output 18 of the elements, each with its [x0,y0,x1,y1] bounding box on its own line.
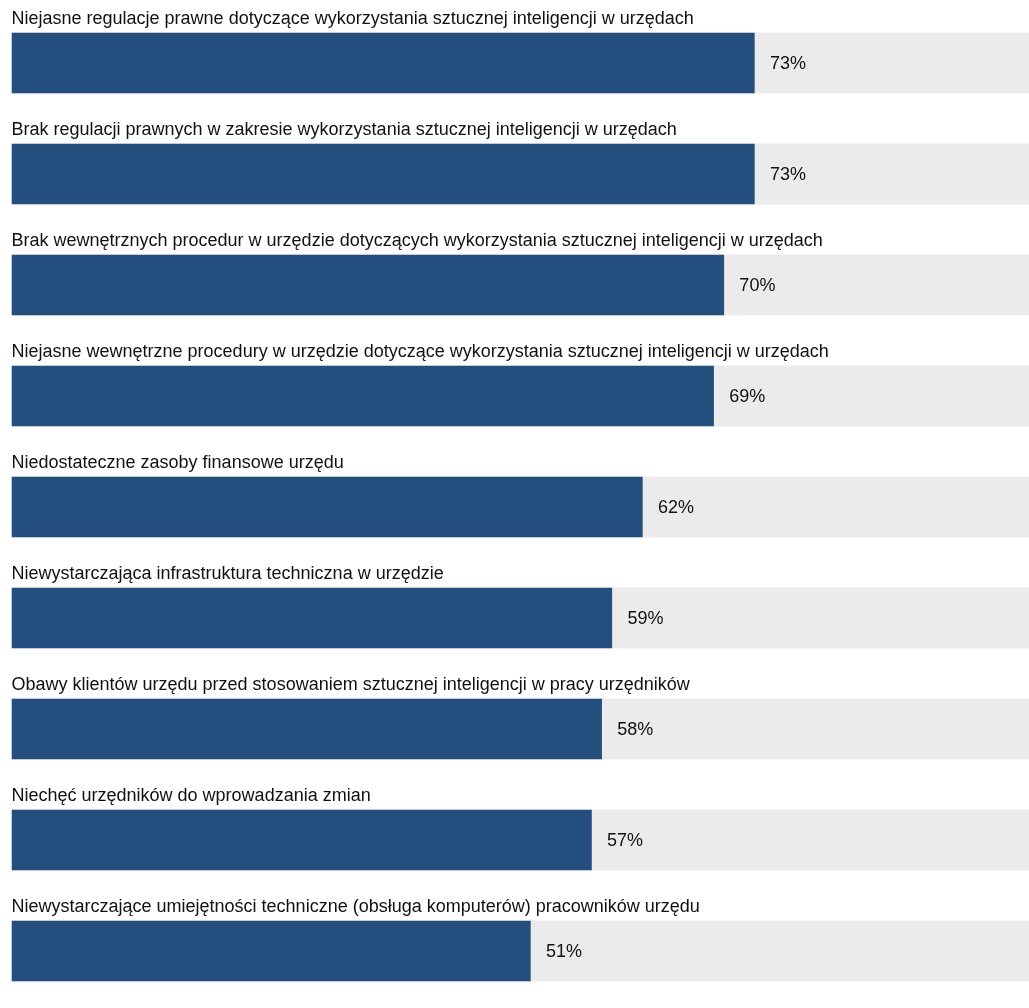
data-label: 70% [739,275,776,295]
data-label: 73% [769,53,806,73]
y-tick-label: Niejasne wewnętrzne procedury w urzędzie dotyczące wykorzystania sztucznej inteligencji w urzędach [11,340,829,361]
data-label: 69% [729,386,766,406]
y-tick-label: Niechęć urzędników do wprowadzania zmian [11,784,371,805]
y-tick-label: Brak regulacji prawnych w zakresie wykorzystania sztucznej inteligencji w urzędach [11,118,677,139]
data-label: 59% [627,608,664,628]
y-tick-label: Niejasne regulacje prawne dotyczące wykorzystania sztucznej inteligencji w urzędach [11,7,694,28]
data-label: 73% [769,164,806,184]
y-tick-label: Niewystarczająca infrastruktura techniczna w urzędzie [11,562,444,583]
data-label: 51% [545,941,582,961]
y-tick-label: Niedostateczne zasoby finansowe urzędu [11,451,344,472]
y-tick-label: Niewystarczające umiejętności techniczne (obsługa komputerów) pracowników urzędu [11,895,700,916]
y-tick-label: Obawy klientów urzędu przed stosowaniem sztucznej inteligencji w pracy urzędników [11,673,691,694]
data-label: 58% [617,719,654,739]
y-tick-label: Brak wewnętrznych procedur w urzędzie dotyczących wykorzystania sztucznej inteligencji w urzędach [11,229,823,250]
data-label: 57% [607,830,644,850]
data-label: 62% [657,497,694,517]
